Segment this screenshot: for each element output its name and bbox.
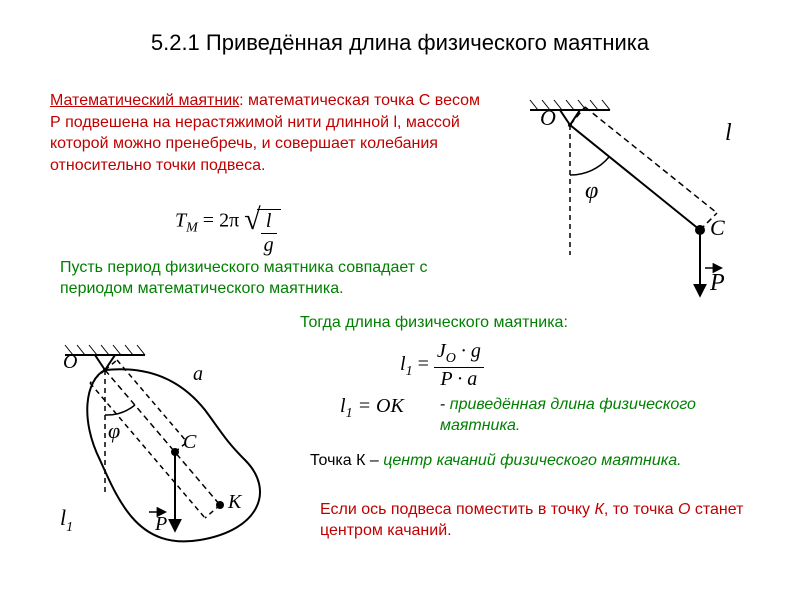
label-P2: P [154,513,167,535]
label-l1: l1 [60,505,73,535]
formula-l1-ok: l1 = OK [340,395,404,422]
diagram-physical-pendulum: O C K φ a l1 P [45,330,295,580]
formula-reduced-length: l1 = JO · g P · a [400,340,484,391]
label-a: a [193,363,203,385]
label-O: O [540,105,556,130]
formula-period-math: TM = 2π √lg [175,205,281,255]
diagram-math-pendulum: O C l φ P [510,80,780,310]
term-math-pendulum: Математический маятник [50,92,239,109]
label-l: l [725,120,732,146]
label-phi: φ [585,178,598,204]
reduced-length-label: - приведённая длина физического маятника… [440,395,780,437]
definition-paragraph: Математический маятник: математическая т… [50,90,490,176]
page-title: 5.2.1 Приведённая длина физического маят… [0,30,800,56]
point-k-text: Точка К – центр качаний физического маят… [310,452,790,470]
label-phi2: φ [108,418,120,443]
label-C: C [710,215,725,240]
label-K: K [227,491,243,513]
label-O2: O [63,351,77,373]
label-C2: C [183,431,197,453]
axis-swap-text: Если ось подвеса поместить в точку К, то… [320,500,770,542]
label-P: P [709,270,725,296]
then-length-text: Тогда длина физического маятника: [300,314,568,332]
assumption-paragraph: Пусть период физического маятника совпад… [60,258,490,300]
